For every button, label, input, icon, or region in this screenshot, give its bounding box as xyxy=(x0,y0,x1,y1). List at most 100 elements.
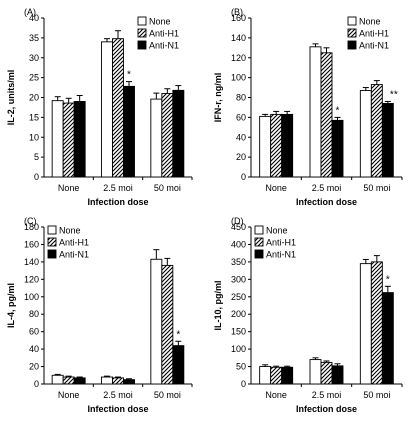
x-tick-label: 2.5 moi xyxy=(312,183,342,193)
bar-anti-h1 xyxy=(370,261,383,385)
y-tick-label: 100 xyxy=(231,73,246,83)
y-axis-label: IL-4, pg/ml xyxy=(6,283,16,328)
legend-label: None xyxy=(266,226,288,236)
y-axis-label: IL-10, pg/ml xyxy=(213,280,223,330)
bar-anti-n1 xyxy=(381,292,394,385)
bar-anti-h1 xyxy=(370,84,383,178)
legend-label: Anti-H1 xyxy=(359,29,389,39)
bar-anti-n1 xyxy=(123,379,135,385)
y-tick-label: 250 xyxy=(231,292,246,302)
y-tick-label: 180 xyxy=(24,222,39,232)
legend-swatch xyxy=(137,16,147,26)
y-tick-label: 80 xyxy=(236,93,246,103)
bar-anti-n1 xyxy=(73,377,86,385)
y-tick-label: 0 xyxy=(34,172,39,182)
bar-anti-h1 xyxy=(320,52,333,178)
x-tick-label: None xyxy=(265,390,287,400)
bar-none xyxy=(150,258,163,385)
legend-swatch xyxy=(347,16,357,26)
x-axis-label: Infection dose xyxy=(296,404,357,414)
x-tick-label: 2.5 moi xyxy=(312,390,342,400)
x-axis-label: Infection dose xyxy=(87,197,148,207)
y-tick-label: 60 xyxy=(29,327,39,337)
legend-label: Anti-N1 xyxy=(59,250,89,260)
x-tick-label: 50 moi xyxy=(363,183,390,193)
legend-swatch xyxy=(137,40,147,50)
bar-anti-h1 xyxy=(320,361,333,385)
y-tick-label: 20 xyxy=(29,362,39,372)
y-tick-label: 10 xyxy=(29,132,39,142)
x-axis-label: Infection dose xyxy=(87,404,148,414)
bar-anti-h1 xyxy=(270,366,283,385)
x-tick-label: 50 moi xyxy=(154,183,181,193)
y-tick-label: 30 xyxy=(29,53,39,63)
significance-marker: * xyxy=(127,70,131,81)
bar-anti-n1 xyxy=(123,85,135,178)
panel-label: (C) xyxy=(24,216,37,226)
x-tick-label: None xyxy=(58,183,80,193)
legend-label: Anti-H1 xyxy=(59,238,89,248)
panel-c: 0 20 40 60 80 100 120 140 160 180(C) IL-4, pg/ml No… xyxy=(6,216,193,414)
y-tick-label: 5 xyxy=(34,152,39,162)
legend-swatch xyxy=(47,249,57,259)
x-axis-label: Infection dose xyxy=(296,197,357,207)
legend-swatch xyxy=(347,28,357,38)
y-tick-label: 350 xyxy=(231,257,246,267)
y-axis-label: IL-2, units/ml xyxy=(6,70,16,126)
bar-none xyxy=(359,263,372,385)
bar-anti-n1 xyxy=(381,103,394,178)
legend-label: Anti-N1 xyxy=(266,250,296,260)
y-tick-label: 120 xyxy=(231,53,246,63)
legend-label: Anti-N1 xyxy=(359,41,389,51)
legend: None Anti-H1 Anti-N1 xyxy=(47,225,89,260)
bar-anti-n1 xyxy=(73,101,86,178)
legend: None Anti-H1 Anti-N1 xyxy=(137,16,179,51)
legend-label: Anti-H1 xyxy=(149,29,179,39)
legend-label: None xyxy=(359,17,381,27)
legend: None Anti-H1 Anti-N1 xyxy=(254,225,296,260)
bar-anti-n1 xyxy=(331,119,344,178)
x-tick-label: None xyxy=(58,390,80,400)
legend-label: None xyxy=(149,17,171,27)
y-tick-label: 50 xyxy=(236,362,246,372)
bar-anti-h1 xyxy=(270,113,283,178)
y-tick-label: 25 xyxy=(29,73,39,83)
x-tick-label: 2.5 moi xyxy=(103,390,133,400)
legend-swatch xyxy=(47,225,57,235)
significance-marker: * xyxy=(176,329,180,340)
y-tick-label: 100 xyxy=(231,344,246,354)
panel-label: (A) xyxy=(24,7,36,17)
y-tick-label: 40 xyxy=(29,344,39,354)
bar-none xyxy=(259,366,272,385)
significance-marker: * xyxy=(386,274,390,285)
legend-swatch xyxy=(254,249,264,259)
y-tick-label: 15 xyxy=(29,112,39,122)
legend-swatch xyxy=(254,225,264,235)
y-tick-label: 400 xyxy=(231,239,246,249)
y-tick-label: 40 xyxy=(29,13,39,23)
legend-label: Anti-N1 xyxy=(149,41,179,51)
x-tick-label: 50 moi xyxy=(363,390,390,400)
significance-marker: * xyxy=(336,105,340,116)
bar-anti-h1 xyxy=(112,377,124,385)
y-tick-label: 200 xyxy=(231,309,246,319)
bar-anti-n1 xyxy=(281,113,294,178)
y-tick-label: 0 xyxy=(241,379,246,389)
panel-d: 0 50 100 150 200 250 300 350 400 450(D) IL-10, pg/… xyxy=(213,216,403,414)
y-tick-label: 60 xyxy=(236,112,246,122)
bar-anti-h1 xyxy=(161,93,174,178)
panel-b: 0 20 40 60 80 100 120 140 160(B) IFN-r, ng/ml None… xyxy=(213,7,403,207)
bar-anti-n1 xyxy=(172,345,185,385)
legend-swatch xyxy=(137,28,147,38)
bar-none xyxy=(101,41,113,178)
panel-label: (B) xyxy=(231,7,243,17)
legend: None Anti-H1 Anti-N1 xyxy=(347,16,389,51)
legend-swatch xyxy=(254,237,264,247)
y-tick-label: 0 xyxy=(34,379,39,389)
legend-label: Anti-H1 xyxy=(266,238,296,248)
legend-swatch xyxy=(47,237,57,247)
bar-anti-h1 xyxy=(161,264,174,385)
bar-none xyxy=(359,90,372,178)
y-tick-label: 35 xyxy=(29,33,39,43)
